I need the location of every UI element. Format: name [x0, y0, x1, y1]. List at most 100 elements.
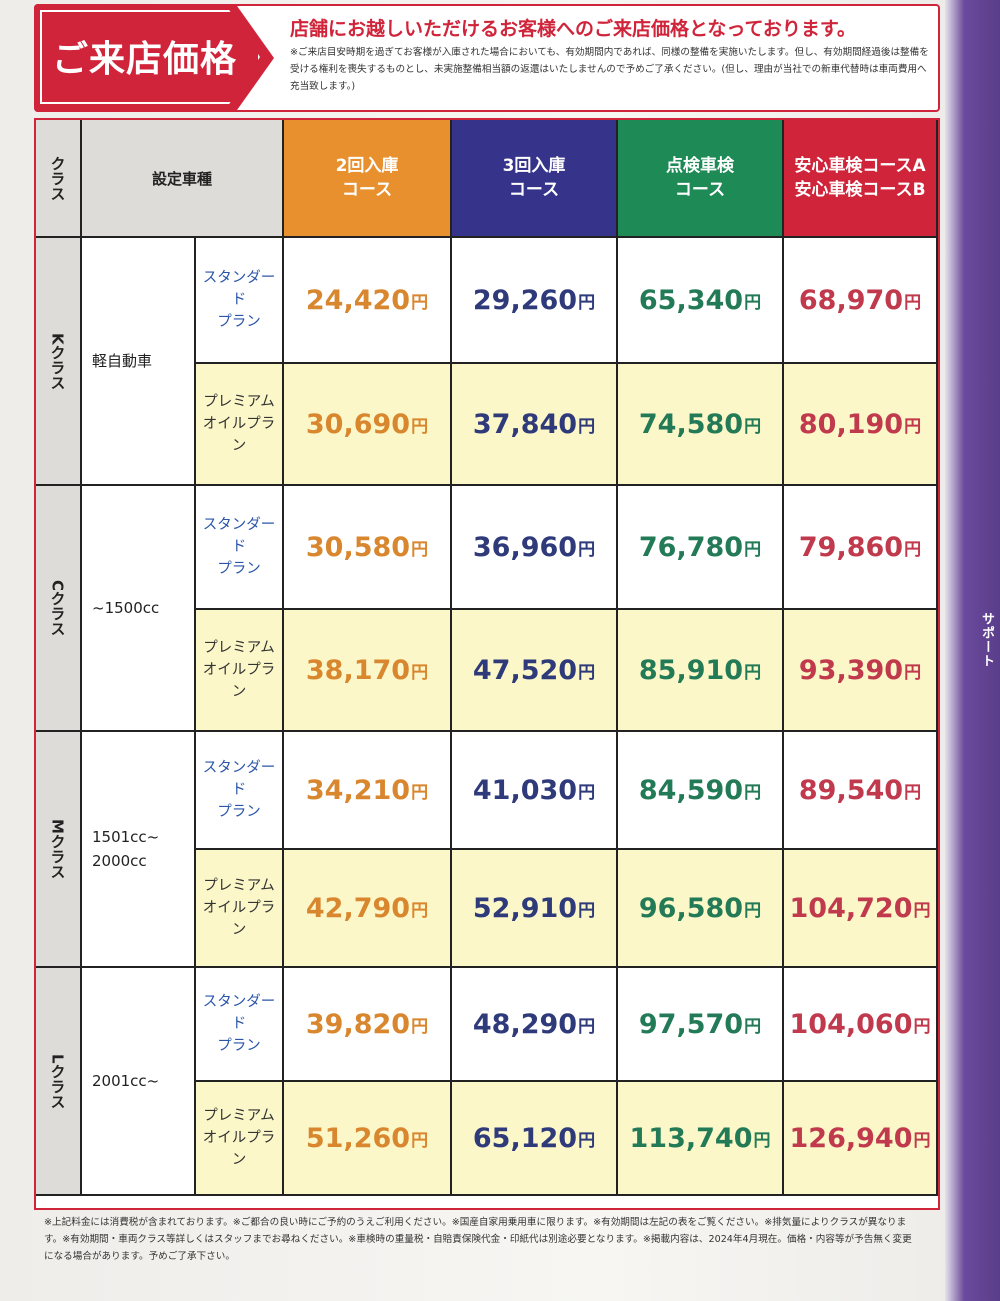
price-value: 113,740 — [629, 1122, 753, 1154]
plan-name-line-2: オイルプラン — [202, 1130, 276, 1168]
price-cell: 37,840 円 — [452, 364, 618, 486]
price-cell: 47,520 円 — [452, 610, 618, 732]
plan-name-line-2: プラン — [217, 1038, 261, 1054]
price-cell: 84,590 円 — [618, 732, 784, 850]
price-cell: 76,780 円 — [618, 486, 784, 610]
price-cell: 113,740 円 — [618, 1082, 784, 1196]
price-cell: 29,260 円 — [452, 238, 618, 364]
model-text: 1501cc~ 2000cc — [92, 825, 159, 873]
page-title: ご来店価格 — [52, 39, 238, 80]
price-unit: 円 — [904, 292, 922, 313]
model-name: 2001cc~ — [92, 1072, 160, 1090]
price-value: 65,340 — [638, 284, 744, 316]
header-course-label-1: 安心車検コースA — [794, 156, 926, 176]
price-value: 84,590 — [638, 774, 744, 806]
price-unit: 円 — [753, 1130, 771, 1151]
price-value: 89,540 — [798, 774, 904, 806]
footer-note: ※上記料金には消費税が含まれております。※ご都合の良い時にご予約のうえご利用くだ… — [44, 1217, 912, 1262]
price-unit: 円 — [744, 782, 762, 803]
price-unit: 円 — [411, 292, 429, 313]
header-course-4: 安心車検コースA 安心車検コースB — [784, 120, 938, 238]
price-value: 85,910 — [638, 654, 744, 686]
plan-name-line-2: プラン — [217, 314, 261, 330]
side-color-strip — [945, 0, 1000, 1301]
side-tab-support[interactable]: サポート — [979, 612, 994, 668]
model-text: 軽自動車 — [92, 349, 152, 373]
plan-name-line-1: プレミアム — [203, 640, 275, 656]
price-cell: 68,970 円 — [784, 238, 938, 364]
price-value: 79,860 — [798, 531, 904, 563]
header-class-label: クラス — [48, 155, 67, 201]
plan-name-line-2: オイルプラン — [202, 416, 276, 454]
price-unit: 円 — [578, 662, 596, 683]
price-cell: 36,960 円 — [452, 486, 618, 610]
price-unit: 円 — [904, 782, 922, 803]
price-unit: 円 — [411, 416, 429, 437]
price-unit: 円 — [411, 1016, 429, 1037]
model-cell: 軽自動車 — [82, 238, 196, 486]
class-cell: Kクラス — [36, 238, 82, 486]
plan-name-line-1: プレミアム — [203, 1108, 275, 1124]
price-value: 38,170 — [305, 654, 411, 686]
plan-name-line-2: プラン — [217, 804, 261, 820]
price-unit: 円 — [578, 782, 596, 803]
model-name-line-1: 1501cc~ — [92, 828, 160, 846]
header-course-3: 点検車検 コース — [618, 120, 784, 238]
class-name: Kクラス — [48, 332, 67, 390]
price-unit: 円 — [744, 900, 762, 921]
price-value: 93,390 — [798, 654, 904, 686]
price-value: 34,210 — [305, 774, 411, 806]
class-cell: Cクラス — [36, 486, 82, 732]
plan-name-line-1: スタンダード — [202, 517, 276, 555]
model-cell: ~1500cc — [82, 486, 196, 732]
plan-standard: スタンダード プラン — [196, 486, 284, 610]
price-value: 76,780 — [638, 531, 744, 563]
model-text: ~1500cc — [92, 596, 159, 620]
plan-name-line-1: プレミアム — [203, 878, 275, 894]
plan-name-line-2: プラン — [217, 561, 261, 577]
price-cell: 74,580 円 — [618, 364, 784, 486]
price-cell: 24,420 円 — [284, 238, 452, 364]
plan-standard: スタンダード プラン — [196, 238, 284, 364]
price-value: 47,520 — [472, 654, 578, 686]
price-value: 30,690 — [305, 408, 411, 440]
price-cell: 41,030 円 — [452, 732, 618, 850]
price-value: 48,290 — [472, 1008, 578, 1040]
header-course-label-2: コース — [674, 180, 726, 200]
price-cell: 48,290 円 — [452, 968, 618, 1082]
header-model-label: 設定車種 — [151, 169, 212, 188]
price-cell: 51,260 円 — [284, 1082, 452, 1196]
plan-name-line-1: スタンダード — [202, 994, 276, 1032]
price-cell: 65,340 円 — [618, 238, 784, 364]
price-unit: 円 — [744, 662, 762, 683]
price-value: 74,580 — [638, 408, 744, 440]
header-badge — [34, 4, 274, 112]
price-cell: 30,580 円 — [284, 486, 452, 610]
price-value: 80,190 — [798, 408, 904, 440]
price-value: 104,060 — [789, 1008, 913, 1040]
header-badge-frame — [40, 10, 260, 104]
class-name: Cクラス — [48, 579, 67, 636]
price-unit: 円 — [904, 416, 922, 437]
price-unit: 円 — [578, 1130, 596, 1151]
price-unit: 円 — [913, 1130, 931, 1151]
price-unit: 円 — [578, 416, 596, 437]
header-model: 設定車種 — [82, 120, 284, 238]
price-value: 36,960 — [472, 531, 578, 563]
price-value: 51,260 — [305, 1122, 411, 1154]
price-cell: 93,390 円 — [784, 610, 938, 732]
price-unit: 円 — [913, 1016, 931, 1037]
price-value: 52,910 — [472, 892, 578, 924]
price-value: 42,790 — [305, 892, 411, 924]
model-text: 2001cc~ — [92, 1069, 159, 1093]
plan-name-line-1: スタンダード — [202, 270, 276, 308]
class-name: Lクラス — [48, 1053, 67, 1109]
price-cell: 104,060 円 — [784, 968, 938, 1082]
header-course-1: 2回入庫 コース — [284, 120, 452, 238]
price-value: 68,970 — [798, 284, 904, 316]
price-cell: 96,580 円 — [618, 850, 784, 968]
price-value: 39,820 — [305, 1008, 411, 1040]
price-value: 97,570 — [638, 1008, 744, 1040]
class-name: Mクラス — [48, 819, 67, 879]
plan-standard: スタンダード プラン — [196, 732, 284, 850]
